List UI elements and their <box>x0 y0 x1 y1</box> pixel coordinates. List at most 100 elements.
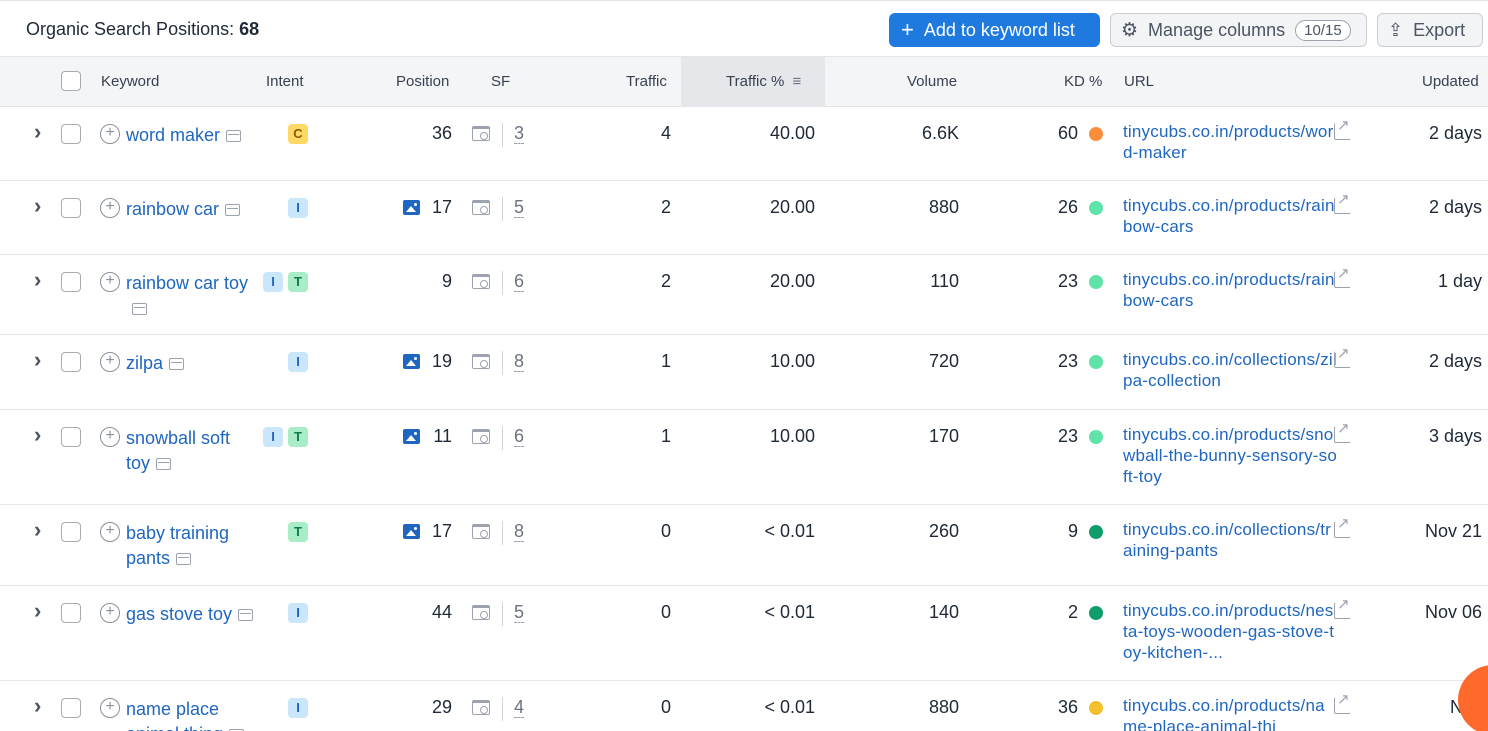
serp-features-icon[interactable] <box>472 700 490 715</box>
expand-chevron-icon[interactable]: › <box>34 517 42 542</box>
serp-features-count[interactable]: 3 <box>514 123 525 144</box>
row-checkbox[interactable] <box>61 698 81 718</box>
add-keyword-icon[interactable]: + <box>100 198 120 218</box>
external-link-icon[interactable] <box>1334 116 1351 140</box>
url-link[interactable]: tinycubs.co.in/products/nesta-toys-woode… <box>1123 601 1335 662</box>
keyword-text[interactable]: rainbow car <box>126 199 220 219</box>
external-link-icon[interactable] <box>1334 344 1351 368</box>
add-keyword-icon[interactable]: + <box>100 427 120 447</box>
external-link-icon[interactable] <box>1334 690 1351 714</box>
serp-snapshot-icon[interactable] <box>132 303 147 315</box>
serp-features-count[interactable]: 4 <box>514 697 525 718</box>
col-traffic-pct[interactable]: Traffic % ≡ <box>726 73 802 90</box>
serp-snapshot-icon[interactable] <box>156 458 172 470</box>
traffic-value: 2 <box>660 271 671 291</box>
external-link-icon[interactable] <box>1334 419 1351 443</box>
keyword-link[interactable]: zilpa <box>126 351 256 376</box>
keyword-text[interactable]: rainbow car toy <box>126 273 249 293</box>
col-position[interactable]: Position <box>396 73 450 90</box>
url-link[interactable]: tinycubs.co.in/products/word-maker <box>1123 122 1334 162</box>
keyword-link[interactable]: rainbow car <box>126 197 256 222</box>
add-to-keyword-list-button[interactable]: + Add to keyword list <box>889 13 1100 47</box>
serp-features-count[interactable]: 6 <box>514 426 525 447</box>
col-keyword[interactable]: Keyword <box>101 73 160 90</box>
external-link-icon[interactable] <box>1334 595 1351 619</box>
url-link[interactable]: tinycubs.co.in/products/rainbow-cars <box>1123 270 1335 310</box>
url-link[interactable]: tinycubs.co.in/products/name-place-anima… <box>1123 696 1325 731</box>
expand-chevron-icon[interactable]: › <box>34 267 42 292</box>
col-traffic[interactable]: Traffic <box>626 73 667 90</box>
keyword-text[interactable]: gas stove toy <box>126 604 233 624</box>
add-keyword-icon[interactable]: + <box>100 603 120 623</box>
keyword-link[interactable]: gas stove toy <box>126 602 256 627</box>
keyword-text[interactable]: zilpa <box>126 353 164 373</box>
url-link[interactable]: tinycubs.co.in/collections/training-pant… <box>1123 520 1331 560</box>
url-link[interactable]: tinycubs.co.in/products/rainbow-cars <box>1123 196 1335 236</box>
expand-chevron-icon[interactable]: › <box>34 347 42 372</box>
serp-snapshot-icon[interactable] <box>238 609 254 621</box>
col-sf[interactable]: SF <box>491 73 511 90</box>
expand-chevron-icon[interactable]: › <box>34 119 42 144</box>
row-checkbox[interactable] <box>61 272 81 292</box>
expand-chevron-icon[interactable]: › <box>34 193 42 218</box>
serp-features-icon[interactable] <box>472 605 490 620</box>
position-value: 44 <box>431 602 452 622</box>
row-checkbox[interactable] <box>61 522 81 542</box>
external-link-icon[interactable] <box>1334 264 1351 288</box>
col-updated[interactable]: Updated <box>1422 73 1479 90</box>
serp-features-icon[interactable] <box>472 524 490 539</box>
row-checkbox[interactable] <box>61 198 81 218</box>
serp-features-count[interactable]: 6 <box>514 271 525 292</box>
row-checkbox[interactable] <box>61 352 81 372</box>
keyword-link[interactable]: baby training pants <box>126 521 256 571</box>
col-volume[interactable]: Volume <box>907 73 958 90</box>
serp-features-icon[interactable] <box>472 126 490 141</box>
serp-snapshot-icon[interactable] <box>169 358 185 370</box>
external-link-icon[interactable] <box>1334 514 1351 538</box>
image-serp-icon <box>403 524 420 539</box>
manage-columns-button[interactable]: ⚙ Manage columns 10/15 <box>1110 13 1367 47</box>
serp-snapshot-icon[interactable] <box>225 204 241 216</box>
serp-features-count[interactable]: 8 <box>514 521 525 542</box>
expand-chevron-icon[interactable]: › <box>34 693 42 718</box>
row-checkbox[interactable] <box>61 124 81 144</box>
url-link[interactable]: tinycubs.co.in/collections/zilpa-collect… <box>1123 350 1337 390</box>
keyword-text[interactable]: baby training pants <box>126 523 230 568</box>
serp-features-count[interactable]: 5 <box>514 602 525 623</box>
serp-features-count[interactable]: 5 <box>514 197 525 218</box>
keyword-link[interactable]: name place animal thing <box>126 697 256 731</box>
serp-features-count[interactable]: 8 <box>514 351 525 372</box>
traffic-value: 1 <box>660 351 671 371</box>
keyword-text[interactable]: name place animal thing <box>126 699 223 731</box>
add-keyword-icon[interactable]: + <box>100 124 120 144</box>
select-all-checkbox[interactable] <box>61 71 81 91</box>
row-checkbox[interactable] <box>61 427 81 447</box>
serp-features-icon[interactable] <box>472 354 490 369</box>
keyword-link[interactable]: rainbow car toy <box>126 271 256 321</box>
serp-snapshot-icon[interactable] <box>229 729 245 731</box>
col-kd[interactable]: KD % <box>1064 73 1103 90</box>
traffic-value: 4 <box>660 123 671 143</box>
add-keyword-icon[interactable]: + <box>100 522 120 542</box>
serp-features-icon[interactable] <box>472 200 490 215</box>
keyword-text[interactable]: word maker <box>126 125 221 145</box>
add-keyword-icon[interactable]: + <box>100 352 120 372</box>
keyword-link[interactable]: snowball soft toy <box>126 426 256 476</box>
serp-features-icon[interactable] <box>472 429 490 444</box>
keyword-link[interactable]: word maker <box>126 123 256 148</box>
add-keyword-icon[interactable]: + <box>100 272 120 292</box>
export-button[interactable]: ⇪ Export <box>1377 13 1483 47</box>
keyword-text[interactable]: snowball soft toy <box>126 428 231 473</box>
col-url[interactable]: URL <box>1124 73 1155 90</box>
expand-chevron-icon[interactable]: › <box>34 422 42 447</box>
expand-chevron-icon[interactable]: › <box>34 598 42 623</box>
row-checkbox[interactable] <box>61 603 81 623</box>
serp-snapshot-icon[interactable] <box>226 130 242 142</box>
add-keyword-icon[interactable]: + <box>100 698 120 718</box>
serp-snapshot-icon[interactable] <box>176 553 192 565</box>
traffic-pct-value: 10.00 <box>769 426 815 446</box>
url-link[interactable]: tinycubs.co.in/products/snowball-the-bun… <box>1123 425 1338 486</box>
col-intent[interactable]: Intent <box>266 73 304 90</box>
external-link-icon[interactable] <box>1334 190 1351 214</box>
serp-features-icon[interactable] <box>472 274 490 289</box>
